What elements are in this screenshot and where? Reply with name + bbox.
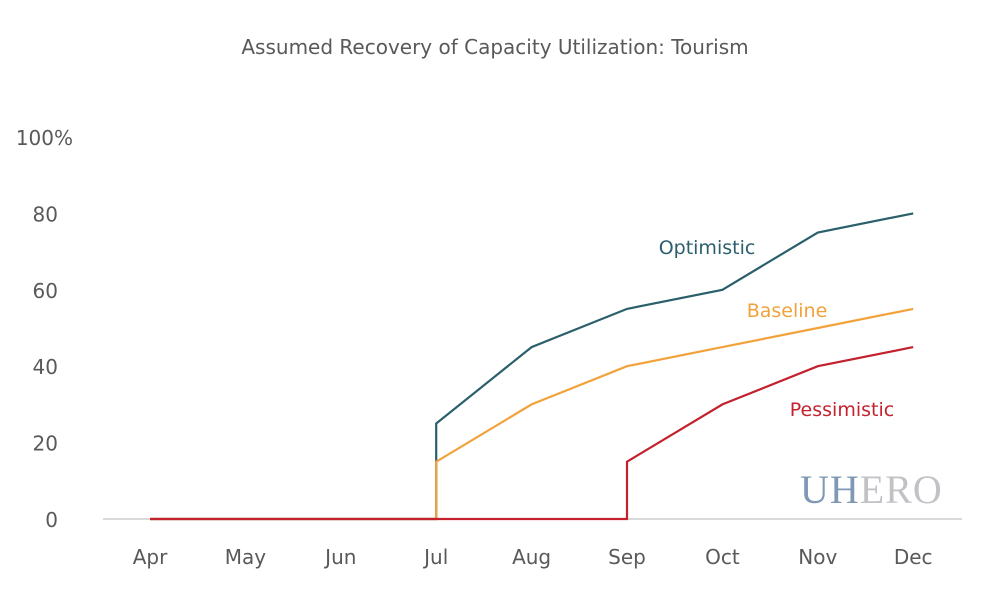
x-tick-label: Jun [323, 545, 356, 569]
x-tick-label: Aug [512, 545, 551, 569]
y-tick-label: 100% [16, 126, 73, 150]
x-tick-label: Apr [133, 545, 168, 569]
y-tick-label: 60 [33, 279, 58, 303]
y-tick-label: 20 [33, 432, 58, 456]
uhero-logo: UHERO [800, 467, 943, 512]
x-tick-label: Oct [705, 545, 740, 569]
x-tick-label: Dec [894, 545, 933, 569]
y-tick-label: 40 [33, 355, 58, 379]
x-tick-label: May [225, 545, 267, 569]
series-label-optimistic: Optimistic [659, 237, 756, 259]
x-tick-label: Jul [422, 545, 448, 569]
x-tick-label: Nov [798, 545, 837, 569]
chart-title: Assumed Recovery of Capacity Utilization… [241, 35, 748, 59]
y-tick-label: 80 [33, 202, 58, 226]
series-line-pessimistic [150, 346, 914, 521]
series-label-baseline: Baseline [747, 300, 828, 322]
y-tick-label: 0 [45, 508, 58, 532]
series-label-pessimistic: Pessimistic [790, 399, 894, 421]
series-line-optimistic [150, 212, 914, 521]
x-tick-label: Sep [608, 545, 646, 569]
